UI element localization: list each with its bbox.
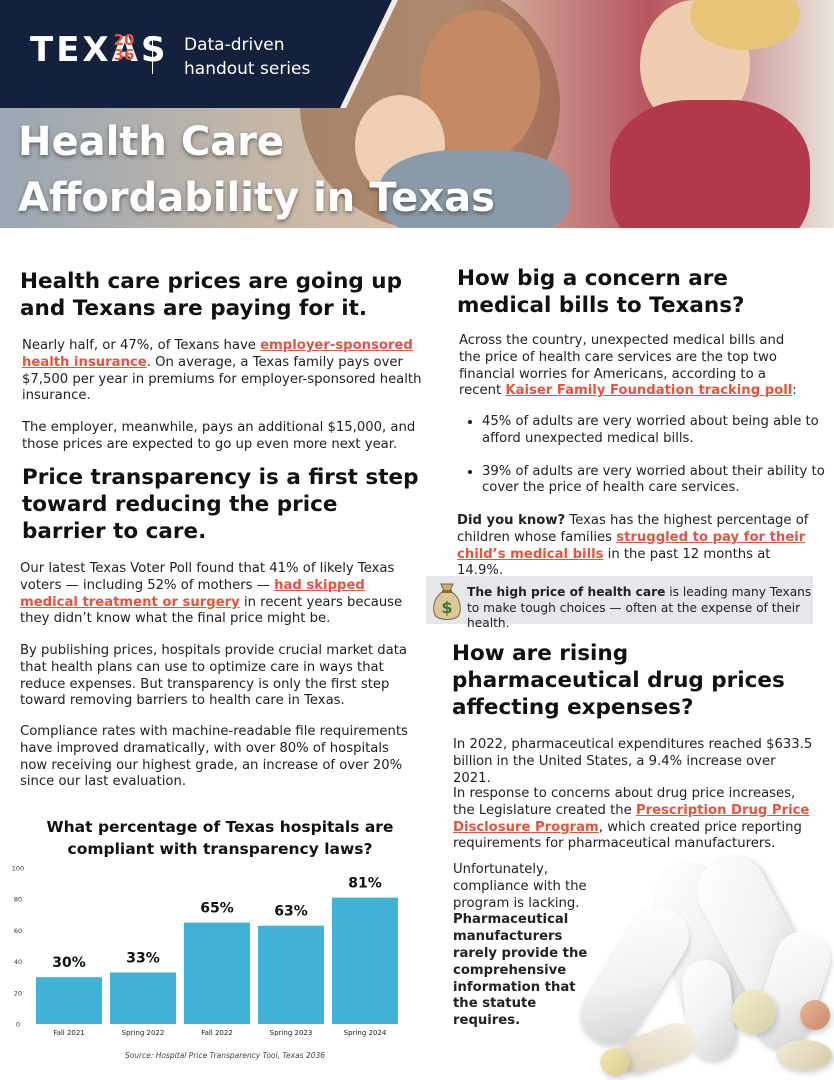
text: Texas has the highest percentage of chil…: [457, 513, 809, 545]
text: In response to concerns about drug price…: [453, 786, 796, 818]
chart-source: Source: Hospital Price Transparency Tool…: [124, 1051, 326, 1060]
hero-photo: [0, 0, 834, 228]
page-title-line-1: Health Care: [18, 119, 285, 165]
data-label-1: 30%: [52, 955, 86, 971]
prices-paragraph-1: Nearly half, or 47%, of Texans have empl…: [22, 338, 422, 405]
prices-heading: Health care prices are going up and Texa…: [20, 269, 403, 321]
money-bag-icon: $: [433, 583, 461, 620]
svg-text:$: $: [441, 598, 452, 617]
bar-5: [332, 897, 398, 1024]
data-label-4: 63%: [274, 904, 308, 920]
y-tick-label: 20: [14, 989, 22, 997]
logo-number-top: 20: [113, 31, 135, 49]
bar-1: [36, 977, 102, 1024]
kff-poll-link[interactable]: Kaiser Family Foundation tracking poll: [505, 383, 793, 399]
drug-paragraph-3-bold: Pharmaceutical manufacturers rarely prov…: [453, 912, 588, 1029]
child-medical-bills-link[interactable]: struggled to pay for their child’s medic…: [457, 529, 806, 562]
text: Nearly half, or 47%, of Texans have: [22, 338, 261, 353]
bills-paragraph: Across the country, unexpected medical b…: [459, 333, 809, 400]
text: :: [792, 383, 797, 399]
drug-heading: How are rising pharmaceutical drug price…: [452, 641, 785, 720]
drug-paragraph-1: In 2022, pharmaceutical expenditures rea…: [453, 737, 813, 786]
x-tick-label: Spring 2023: [270, 1029, 313, 1037]
employer-insurance-link[interactable]: employer-sponsored health insurance: [22, 338, 413, 370]
text: Across the country, unexpected medical b…: [459, 333, 785, 399]
drug-paragraph-3: Unfortunately, compliance with the progr…: [453, 862, 603, 1030]
x-tick-label: Fall 2022: [201, 1029, 233, 1037]
bills-heading: How big a concern are medical bills to T…: [457, 266, 745, 318]
callout-box: [426, 576, 813, 624]
text: Unfortunately, compliance with the progr…: [453, 862, 587, 911]
text: , which created price reporting requirem…: [453, 819, 802, 852]
did-you-know-paragraph: Did you know? Texas has the highest perc…: [457, 513, 817, 580]
bullet-item: 45% of adults are very worried about bei…: [482, 414, 832, 448]
chart-title: What percentage of Texas hospitals are c…: [46, 818, 394, 858]
x-tick-label: Spring 2022: [122, 1029, 165, 1037]
logo-divider: [152, 38, 153, 74]
y-tick-label: 0: [16, 1021, 20, 1029]
data-label-2: 33%: [126, 951, 160, 967]
y-tick-label: 100: [12, 865, 24, 873]
text: in recent years because they didn’t know…: [20, 594, 403, 627]
text: Our latest Texas Voter Poll found that 4…: [20, 561, 395, 593]
y-tick-label: 60: [14, 927, 22, 935]
data-label-3: 65%: [200, 901, 234, 917]
x-tick-label: Fall 2021: [53, 1029, 85, 1037]
callout-text: The high price of health care is leading…: [467, 585, 812, 632]
transparency-paragraph-1: Our latest Texas Voter Poll found that 4…: [20, 561, 420, 628]
page-title-line-2: Affordability in Texas: [18, 175, 495, 221]
text: in the past 12 months at 14.9%.: [457, 546, 771, 579]
series-line-2: handout series: [184, 59, 311, 79]
transparency-paragraph-3: Compliance rates with machine-readable f…: [20, 724, 408, 790]
drug-disclosure-program-link[interactable]: Prescription Drug Price Disclosure Progr…: [453, 802, 810, 835]
skipped-treatment-link[interactable]: had skipped medical treatment or surgery: [20, 577, 365, 610]
bar-2: [110, 972, 176, 1024]
logo-wordmark: TEXAS: [30, 30, 169, 70]
text: . On average, a Texas family pays over $…: [22, 354, 422, 404]
bills-bullet-list: 45% of adults are very worried about bei…: [462, 414, 832, 513]
data-label-5: 81%: [348, 876, 382, 892]
callout-bold: The high price of health care: [467, 585, 666, 599]
x-tick-label: Spring 2024: [344, 1029, 387, 1037]
transparency-heading: Price transparency is a first step towar…: [22, 465, 419, 544]
logo-number: 20 36: [110, 33, 138, 63]
prices-paragraph-2: The employer, meanwhile, pays an additio…: [22, 420, 416, 452]
drug-paragraph-2: In response to concerns about drug price…: [453, 786, 813, 853]
compliance-bar-chart: 0 20 40 60 80 100 30% Fall 2021 33% Spring 2022 65…: [12, 865, 398, 1037]
header-banner: [0, 0, 398, 108]
y-tick-label: 80: [14, 896, 22, 904]
transparency-paragraph-2: By publishing prices, hospitals provide …: [20, 643, 407, 709]
logo-number-bottom: 36: [113, 46, 135, 64]
bar-4: [258, 925, 324, 1024]
bullet-item: 39% of adults are very worried about the…: [482, 464, 832, 498]
series-line-1: Data-driven: [184, 35, 285, 55]
y-tick-label: 40: [14, 958, 22, 966]
bar-3: [184, 922, 250, 1024]
series-label: Data-driven handout series: [184, 33, 344, 81]
did-you-know-label: Did you know?: [457, 513, 566, 528]
page-title: Health Care Affordability in Texas: [18, 114, 578, 226]
text: is leading many Texans to make tough cho…: [467, 585, 812, 630]
